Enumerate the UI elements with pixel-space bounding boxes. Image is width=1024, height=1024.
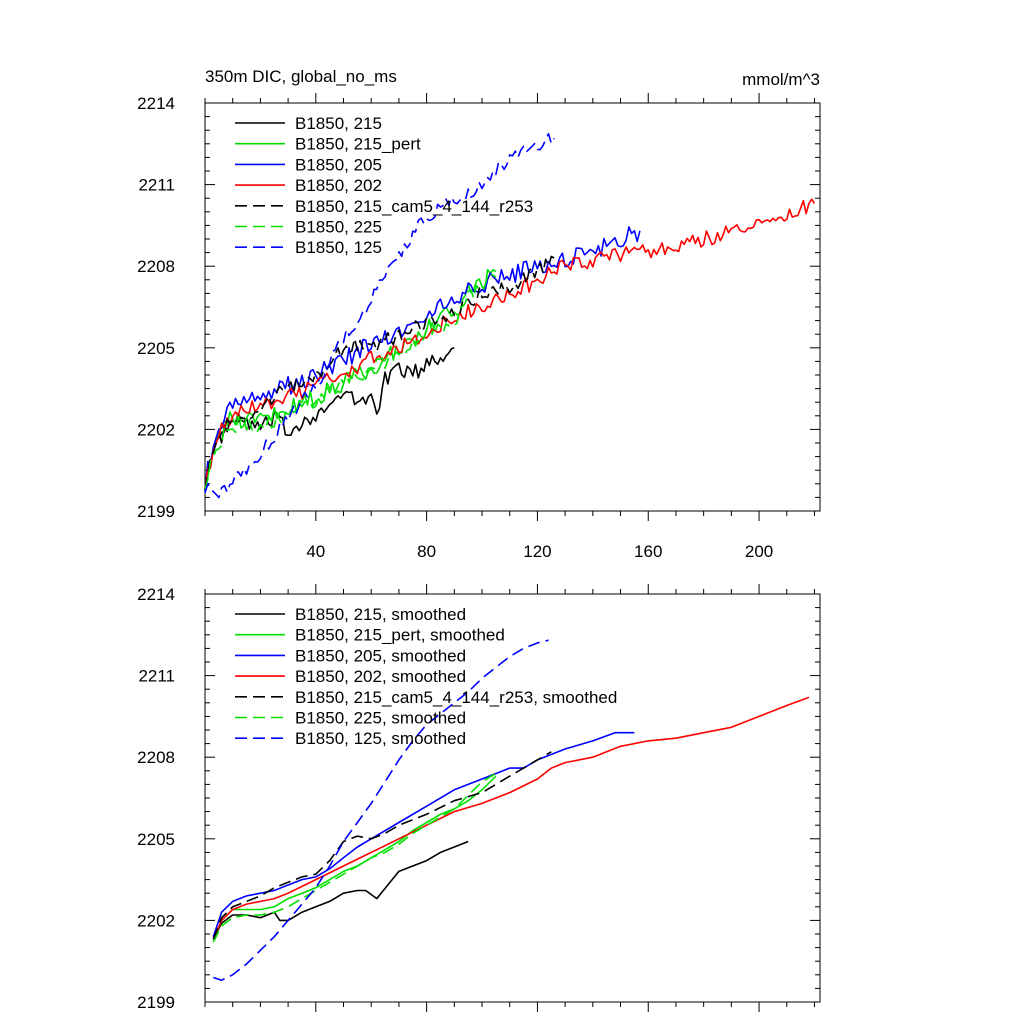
x-tick-label: 80 [417, 542, 436, 561]
series-line-5 [204, 255, 555, 490]
y-tick-label: 2202 [137, 420, 175, 439]
y-tick-label: 2211 [138, 667, 175, 686]
series-line-6 [204, 272, 497, 490]
series-line-4 [212, 696, 810, 940]
y-tick-label: 2208 [137, 257, 175, 276]
y-tick-label: 2205 [137, 830, 175, 849]
legend-label: B1850, 215, smoothed [295, 605, 466, 624]
legend-label: B1850, 125 [295, 238, 382, 257]
legend-label: B1850, 202 [295, 176, 382, 195]
series-line-1 [212, 840, 469, 940]
panel-bottom: 2199 2202 2205 2208 2211 2214 B1850, 215, smoo… [137, 584, 821, 1012]
series-line-7 [213, 639, 549, 981]
y-tick-label: 2214 [137, 585, 175, 604]
series-line-3 [212, 731, 635, 937]
legend-label: B1850, 125, smoothed [295, 729, 466, 748]
series-line-2 [212, 775, 497, 940]
y-tick-label: 2199 [137, 502, 175, 521]
y-tick-label: 2214 [137, 94, 175, 113]
chart-title-left: 350m DIC, global_no_ms [205, 67, 397, 86]
panel-top: 350m DIC, global_no_ms mmol/m^3 2199 2202… [137, 67, 821, 561]
x-tick-label: 120 [523, 542, 551, 561]
y-tick-label: 2205 [137, 339, 175, 358]
legend-label: B1850, 215_cam5_4_144_r253 [295, 197, 533, 216]
legend-label: B1850, 215_pert [295, 135, 421, 154]
legend-label: B1850, 202, smoothed [295, 667, 466, 686]
series-line-3 [204, 226, 641, 491]
series-line-7 [204, 132, 555, 499]
legend-label: B1850, 215_pert, smoothed [295, 626, 505, 645]
y-tick-label: 2199 [137, 993, 175, 1012]
x-tick-label: 200 [745, 542, 773, 561]
y-tick-label: 2202 [137, 911, 175, 930]
legend-label: B1850, 205 [295, 155, 382, 174]
chart-title-units: mmol/m^3 [742, 70, 820, 89]
x-tick-label: 160 [634, 542, 662, 561]
legend-label: B1850, 225, smoothed [295, 709, 466, 728]
legend-label: B1850, 225 [295, 218, 382, 237]
y-tick-label: 2208 [137, 748, 175, 767]
x-tick-label: 40 [306, 542, 325, 561]
legend-label: B1850, 215_cam5_4_144_r253, smoothed [295, 688, 617, 707]
series-line-4 [204, 198, 816, 490]
y-tick-label: 2211 [138, 176, 175, 195]
series-line-6 [212, 772, 497, 943]
legend-label: B1850, 215 [295, 114, 382, 133]
legend-label: B1850, 205, smoothed [295, 646, 466, 665]
series-line-5 [212, 751, 552, 940]
